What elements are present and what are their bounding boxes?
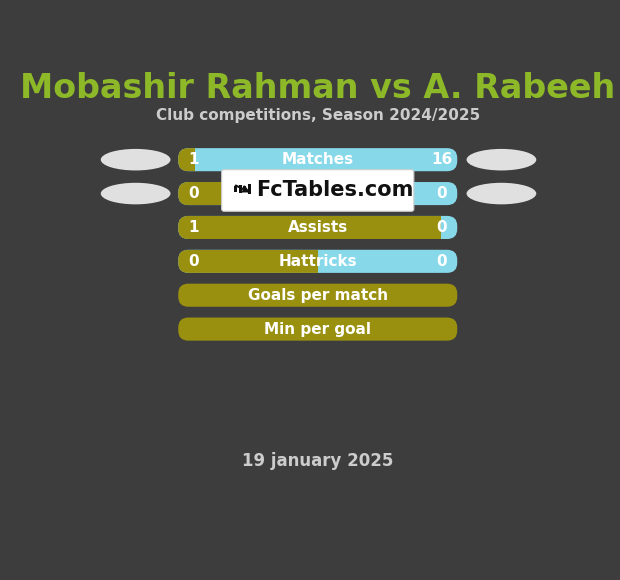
- FancyBboxPatch shape: [179, 148, 458, 171]
- Text: Matches: Matches: [281, 152, 354, 167]
- Bar: [248, 183, 251, 194]
- Ellipse shape: [467, 149, 536, 171]
- FancyBboxPatch shape: [179, 317, 458, 340]
- Bar: [243, 186, 246, 192]
- Text: Goals per match: Goals per match: [247, 288, 388, 303]
- Text: Min per goal: Min per goal: [264, 321, 371, 336]
- FancyBboxPatch shape: [179, 216, 458, 239]
- Ellipse shape: [100, 149, 170, 171]
- FancyBboxPatch shape: [179, 182, 458, 205]
- FancyBboxPatch shape: [179, 250, 458, 273]
- FancyBboxPatch shape: [179, 182, 458, 205]
- Ellipse shape: [100, 183, 170, 204]
- Text: Club competitions, Season 2024/2025: Club competitions, Season 2024/2025: [156, 108, 480, 124]
- Bar: [239, 184, 242, 193]
- Text: 0: 0: [436, 220, 447, 235]
- FancyBboxPatch shape: [222, 170, 414, 211]
- Text: 1: 1: [188, 220, 199, 235]
- FancyBboxPatch shape: [179, 284, 458, 307]
- Text: 19 january 2025: 19 january 2025: [242, 452, 394, 470]
- Text: 0: 0: [188, 254, 199, 269]
- FancyBboxPatch shape: [179, 216, 458, 239]
- Text: Assists: Assists: [288, 220, 348, 235]
- Bar: [234, 186, 237, 191]
- Text: FcTables.com: FcTables.com: [255, 180, 413, 201]
- Text: 1: 1: [188, 152, 199, 167]
- Text: Mobashir Rahman vs A. Rabeeh: Mobashir Rahman vs A. Rabeeh: [20, 72, 616, 106]
- Text: Hattricks: Hattricks: [278, 254, 357, 269]
- FancyBboxPatch shape: [179, 250, 458, 273]
- FancyBboxPatch shape: [179, 148, 458, 171]
- Text: 16: 16: [431, 152, 453, 167]
- Text: 0: 0: [436, 254, 447, 269]
- Ellipse shape: [467, 183, 536, 204]
- Text: 0: 0: [188, 186, 199, 201]
- Text: Goals: Goals: [294, 186, 342, 201]
- Text: 0: 0: [436, 186, 447, 201]
